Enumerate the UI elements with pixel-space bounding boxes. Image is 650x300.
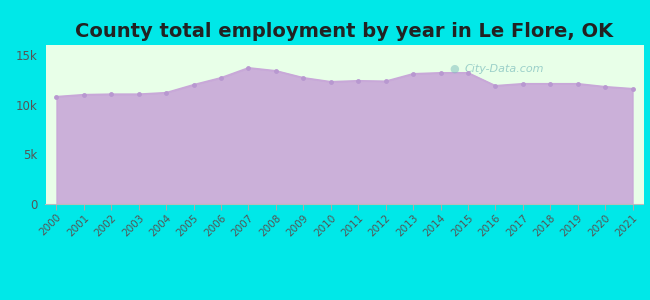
Text: City-Data.com: City-Data.com: [464, 64, 543, 74]
Title: County total employment by year in Le Flore, OK: County total employment by year in Le Fl…: [75, 22, 614, 41]
Text: ●: ●: [449, 64, 459, 74]
